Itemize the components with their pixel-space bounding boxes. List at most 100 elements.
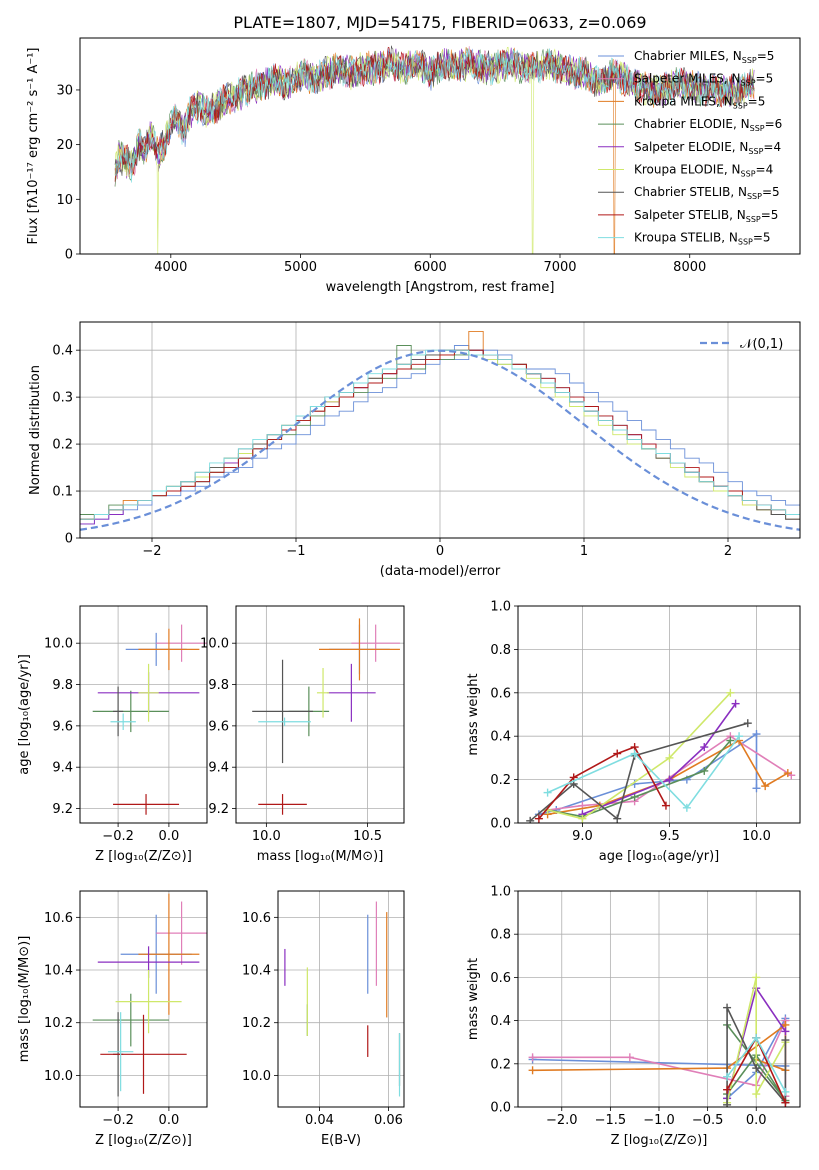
y-axis-label: Flux [fλ10⁻¹⁷ erg cm⁻² s⁻¹ A⁻¹] bbox=[26, 48, 41, 245]
weight-line bbox=[538, 732, 758, 816]
y-tick-label: 0.6 bbox=[490, 686, 511, 701]
legend-label: Salpeter MILES, NSSP=5 bbox=[634, 72, 773, 88]
normal-curve bbox=[80, 349, 800, 531]
x-tick-label: 4000 bbox=[154, 260, 187, 275]
histogram-series bbox=[80, 354, 800, 538]
weight-line bbox=[529, 722, 749, 822]
y-tick-label: 0.4 bbox=[490, 1014, 511, 1029]
y-tick-label: 0.8 bbox=[490, 928, 511, 943]
y-tick-label: 10.4 bbox=[44, 964, 73, 979]
plot-area bbox=[252, 618, 400, 815]
axes-frame bbox=[79, 605, 208, 824]
axes-frame bbox=[517, 605, 801, 824]
x-tick-label: −1.5 bbox=[595, 1113, 627, 1128]
figure-title: PLATE=1807, MJD=54175, FIBERID=0633, z=0… bbox=[233, 13, 646, 32]
y-tick-label: 9.4 bbox=[52, 761, 73, 776]
y-tick-label: 0.4 bbox=[490, 730, 511, 745]
x-axis-label: Z [log₁₀(Z/Z⊙)] bbox=[95, 849, 192, 864]
y-tick-label: 0 bbox=[65, 248, 73, 263]
y-axis-label: Normed distribution bbox=[28, 365, 43, 495]
y-tick-label: 1.0 bbox=[490, 885, 511, 900]
x-tick-label: 6000 bbox=[414, 260, 447, 275]
legend-label: 𝒩(0,1) bbox=[740, 337, 783, 352]
x-axis-label: mass [log₁₀(M/M⊙)] bbox=[257, 849, 384, 864]
x-tick-label: 0.0 bbox=[159, 829, 180, 844]
plot-area bbox=[114, 45, 755, 254]
x-tick-label: −0.5 bbox=[692, 1113, 724, 1128]
x-tick-label: 10.5 bbox=[353, 829, 382, 844]
x-axis-label: E(B-V) bbox=[321, 1133, 361, 1148]
y-tick-label: 0.2 bbox=[490, 1057, 511, 1072]
y-tick-label: 1.0 bbox=[490, 600, 511, 615]
y-tick-label: 0.3 bbox=[52, 391, 73, 406]
spectrum-line bbox=[114, 48, 755, 183]
x-tick-label: −0.2 bbox=[102, 829, 134, 844]
legend-label: Salpeter ELODIE, NSSP=4 bbox=[634, 140, 781, 156]
axes-frame bbox=[79, 890, 208, 1108]
x-axis-label: Z [log₁₀(Z/Z⊙)] bbox=[95, 1133, 192, 1148]
y-axis-label: mass weight bbox=[466, 958, 481, 1040]
y-tick-label: 9.8 bbox=[208, 678, 229, 693]
y-tick-label: 9.6 bbox=[208, 719, 229, 734]
x-tick-label: 0.0 bbox=[746, 1113, 767, 1128]
legend-label: Chabrier STELIB, NSSP=5 bbox=[634, 185, 780, 201]
y-tick-label: 20 bbox=[56, 138, 73, 153]
x-axis-label: age [log₁₀(age/yr)] bbox=[599, 849, 720, 864]
y-tick-label: 10.0 bbox=[44, 637, 73, 652]
panel-weight_vs_age: 9.0 9.5 10.0 0.0 0.2 0.4 0.6 0.8 1.0 age [log₁₀(a… bbox=[466, 600, 801, 864]
y-tick-label: 10.2 bbox=[44, 1016, 73, 1031]
panel-age_vs_Z: −0.2 0.0 9.2 9.4 9.6 9.8 10.0 Z [log₁₀(Z/Z⊙)] ag… bbox=[17, 605, 208, 864]
x-tick-label: 0 bbox=[436, 544, 444, 559]
plot-area bbox=[92, 893, 207, 1097]
x-tick-label: −1 bbox=[286, 544, 305, 559]
y-axis-label: mass weight bbox=[466, 673, 481, 755]
weight-line bbox=[547, 735, 740, 810]
x-tick-label: 9.0 bbox=[572, 829, 593, 844]
plot-area bbox=[92, 624, 207, 815]
x-tick-label: −2 bbox=[142, 544, 161, 559]
y-tick-label: 0.8 bbox=[490, 643, 511, 658]
y-tick-label: 0.1 bbox=[52, 485, 73, 500]
y-axis-label: age [log₁₀(age/yr)] bbox=[17, 654, 32, 775]
legend-label: Kroupa STELIB, NSSP=5 bbox=[634, 231, 771, 247]
panel-mass_vs_ebv: 0.04 0.06 10.0 10.2 10.4 10.6 E(B-V) bbox=[242, 890, 405, 1148]
axes-frame bbox=[79, 37, 801, 255]
y-tick-label: 10.2 bbox=[242, 1016, 271, 1031]
y-tick-label: 0 bbox=[65, 532, 73, 547]
panel-spectrum: Chabrier MILES, NSSP=5 Salpeter MILES, NS… bbox=[26, 37, 801, 295]
x-tick-label: 1 bbox=[580, 544, 588, 559]
y-tick-label: 0.6 bbox=[490, 971, 511, 986]
y-tick-label: 0.2 bbox=[490, 773, 511, 788]
axes-frame bbox=[235, 605, 405, 824]
y-tick-label: 9.2 bbox=[208, 802, 229, 817]
x-tick-label: 0.06 bbox=[374, 1113, 403, 1128]
x-tick-label: −1.0 bbox=[643, 1113, 675, 1128]
legend-label: Kroupa MILES, NSSP=5 bbox=[634, 94, 765, 110]
x-tick-label: −2.0 bbox=[546, 1113, 578, 1128]
x-tick-label: −0.2 bbox=[102, 1113, 134, 1128]
y-tick-label: 0.0 bbox=[490, 817, 511, 832]
y-tick-label: 9.2 bbox=[52, 802, 73, 817]
x-tick-label: 8000 bbox=[673, 260, 706, 275]
panel-age_vs_mass: 10.0 10.5 9.2 9.4 9.6 9.8 10.0 mass [log₁₀(M/M⊙… bbox=[200, 605, 405, 864]
x-tick-label: 5000 bbox=[284, 260, 317, 275]
y-tick-label: 30 bbox=[56, 83, 73, 98]
x-tick-label: 9.5 bbox=[659, 829, 680, 844]
plot-area bbox=[80, 330, 800, 538]
legend-label: Chabrier ELODIE, NSSP=6 bbox=[634, 117, 782, 133]
weight-line bbox=[547, 739, 789, 816]
y-tick-label: 10.6 bbox=[44, 911, 73, 926]
legend-label: Chabrier MILES, NSSP=5 bbox=[634, 49, 774, 65]
panel-residuals: 𝒩(0,1) −2 −1 0 1 2 0 0.1 0.2 0.3 0.4 (data-model)/e… bbox=[28, 321, 801, 579]
y-tick-label: 10.4 bbox=[242, 964, 271, 979]
x-tick-label: 0.04 bbox=[305, 1113, 334, 1128]
y-tick-label: 10.6 bbox=[242, 911, 271, 926]
axes-frame bbox=[277, 890, 405, 1108]
y-tick-label: 0.4 bbox=[52, 344, 73, 359]
plot-area bbox=[528, 973, 790, 1107]
x-tick-label: 2 bbox=[724, 544, 732, 559]
weight-line bbox=[582, 703, 737, 816]
legend-label: Salpeter STELIB, NSSP=5 bbox=[634, 208, 778, 224]
panel-mass_vs_Z: −0.2 0.0 10.0 10.2 10.4 10.6 Z [log₁₀(Z/Z⊙)] ma… bbox=[17, 890, 208, 1148]
x-axis-label: Z [log₁₀(Z/Z⊙)] bbox=[611, 1133, 708, 1148]
